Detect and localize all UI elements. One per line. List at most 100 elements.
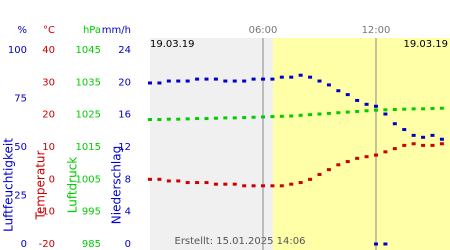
data-point (364, 102, 369, 106)
data-point (392, 107, 397, 111)
data-point (308, 113, 313, 117)
y-tick-label: 30 (42, 77, 55, 88)
data-point (157, 177, 162, 181)
data-point (270, 184, 275, 188)
data-point (242, 184, 247, 188)
data-point (317, 79, 322, 83)
y-tick-label: 8 (125, 174, 131, 185)
y-tick-label: 20 (118, 77, 131, 88)
data-point (185, 181, 190, 185)
data-point (373, 104, 378, 108)
data-point (185, 79, 190, 83)
data-point (166, 79, 171, 83)
data-point (439, 137, 444, 141)
data-point (439, 106, 444, 110)
data-point (260, 115, 265, 119)
data-point (232, 79, 237, 83)
data-point (232, 116, 237, 120)
y-tick-label: 4 (125, 207, 131, 218)
data-point (204, 181, 209, 185)
data-point (402, 143, 407, 147)
data-point (392, 147, 397, 151)
data-point (326, 83, 331, 87)
data-point (298, 181, 303, 185)
data-point (251, 115, 256, 119)
axis-unit: mm/h (102, 25, 131, 36)
data-point (148, 81, 152, 85)
data-point (345, 160, 350, 164)
data-point (251, 184, 256, 188)
y-tick-label: 0 (21, 239, 27, 250)
data-point (308, 75, 313, 79)
axis-title: Niederschlag (110, 146, 124, 224)
data-point (166, 179, 171, 183)
data-point (421, 107, 426, 111)
y-tick-label: 16 (118, 110, 131, 121)
data-point (355, 98, 360, 102)
data-point (213, 182, 218, 186)
data-point (223, 182, 228, 186)
data-point (326, 111, 331, 115)
data-point (430, 133, 435, 137)
data-point (364, 109, 369, 113)
end-date: 19.03.19 (403, 39, 448, 50)
data-point (345, 110, 350, 114)
data-point (157, 81, 162, 85)
data-point (289, 182, 294, 186)
night-background (150, 38, 273, 250)
data-point (166, 117, 171, 121)
data-point (213, 77, 218, 81)
data-point (336, 163, 341, 167)
y-tick-label: 1015 (76, 142, 101, 153)
data-point (148, 118, 152, 122)
data-point (421, 143, 426, 147)
data-point (364, 155, 369, 159)
y-tick-label: 12 (118, 142, 131, 153)
y-tick-label: 50 (14, 142, 27, 153)
y-tick-label: 0 (125, 239, 131, 250)
data-point (148, 177, 152, 181)
data-point (298, 73, 303, 77)
data-point (195, 77, 200, 81)
data-point (279, 114, 284, 118)
axis-title: Temperatur (34, 150, 48, 220)
data-point (157, 118, 162, 122)
y-tick-label: 25 (14, 191, 27, 202)
y-tick-label: 100 (8, 45, 27, 56)
y-tick-label: -20 (39, 239, 55, 250)
data-point (270, 115, 275, 119)
data-point (430, 143, 435, 147)
data-point (383, 242, 388, 246)
y-tick-label: 1035 (76, 77, 101, 88)
x-tick-label: 06:00 (249, 25, 278, 36)
axis-unit: °C (43, 25, 55, 36)
data-point (430, 107, 435, 111)
axis-title: Luftfeuchtigkeit (2, 138, 16, 232)
data-point (176, 117, 181, 121)
data-point (336, 111, 341, 115)
axis-unit: hPa (83, 25, 101, 36)
data-point (223, 116, 228, 120)
data-point (289, 114, 294, 118)
y-tick-label: 0 (49, 174, 55, 185)
y-tick-label: -10 (39, 207, 55, 218)
data-point (383, 112, 388, 116)
data-point (223, 79, 228, 83)
data-point (279, 184, 284, 188)
data-point (439, 142, 444, 146)
data-point (204, 77, 209, 81)
data-point (336, 89, 341, 93)
data-point (279, 75, 284, 79)
y-tick-label: 995 (82, 207, 101, 218)
data-point (383, 108, 388, 112)
y-tick-label: 1005 (76, 174, 101, 185)
y-tick-label: 985 (82, 239, 101, 250)
axis-title: Luftdruck (66, 157, 80, 214)
x-tick-label: 12:00 (362, 25, 391, 36)
data-point (373, 242, 378, 246)
data-point (383, 150, 388, 154)
start-date: 19.03.19 (150, 39, 195, 50)
data-point (421, 135, 426, 139)
data-point (411, 142, 416, 146)
